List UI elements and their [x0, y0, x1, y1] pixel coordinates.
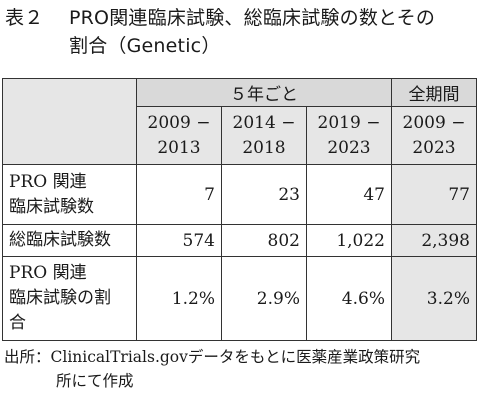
table-cell: 4.6% — [306, 256, 392, 341]
period-start: 2009 − — [147, 112, 211, 133]
table-cell: 7 — [136, 164, 222, 225]
table-number: 表２ — [5, 7, 44, 29]
period-end: 2023 — [412, 137, 456, 158]
period-end: 2013 — [157, 137, 201, 158]
row-label-line: 臨床試験数 — [9, 196, 94, 217]
period-header: 2019 − 2023 — [306, 106, 392, 165]
row-label-line: 臨床試験の割 — [9, 288, 111, 308]
table-row: 総臨床試験数 574 802 1,022 2,398 — [2, 224, 477, 257]
table-cell: 77 — [391, 164, 477, 225]
table-row: PRO 関連臨床試験の割合 1.2% 2.9% 4.6% 3.2% — [2, 256, 477, 341]
table-cell: 2.9% — [221, 256, 307, 341]
row-label-line: PRO 関連 — [9, 263, 87, 283]
table-cell: 1,022 — [306, 224, 392, 257]
period-start: 2014 − — [232, 112, 296, 133]
period-header: 2009 − 2023 — [391, 106, 477, 165]
data-table: ５年ごと 全期間 2009 − 2013 2014 − 2018 2019 − 202… — [2, 78, 477, 341]
group-header-row: ５年ごと 全期間 — [2, 78, 477, 165]
table-cell: 2,398 — [391, 224, 477, 257]
corner-cell — [2, 78, 137, 165]
table-cell: 3.2% — [391, 256, 477, 341]
period-header: 2009 − 2013 — [136, 106, 222, 165]
caption-text-2: 割合（Genetic） — [69, 35, 221, 57]
source-note: 出所：ClinicalTrials.govデータをもとに医薬産業政策研究 所にて… — [4, 345, 496, 393]
row-label: PRO 関連 臨床試験数 — [2, 164, 137, 225]
period-header-row: 2009 −2013 2014 −2018 2019 −2023 2009 −2… — [3, 106, 477, 165]
table-cell: 1.2% — [136, 256, 222, 341]
table-cell: 47 — [306, 164, 392, 225]
row-label: PRO 関連臨床試験の割合 — [2, 256, 137, 341]
source-line-2: 所にて作成 — [56, 372, 134, 390]
table-caption: 表２ PRO関連臨床試験、総臨床試験の数とその 割合（Genetic） — [5, 4, 495, 60]
table-row: PRO 関連 臨床試験数 7 23 47 77 — [2, 164, 477, 225]
header-full-period: 全期間 — [391, 78, 477, 107]
period-header: 2014 − 2018 — [221, 106, 307, 165]
caption-text-1: PRO関連臨床試験、総臨床試験の数とその — [69, 7, 436, 29]
period-end: 2023 — [327, 137, 371, 158]
table-cell: 574 — [136, 224, 222, 257]
period-start: 2019 − — [317, 112, 381, 133]
row-label-line: PRO 関連 — [9, 171, 87, 192]
period-end: 2018 — [242, 137, 286, 158]
row-label: 総臨床試験数 — [2, 224, 137, 257]
period-start: 2009 − — [402, 112, 466, 133]
header-five-year: ５年ごと — [136, 78, 392, 107]
table-cell: 802 — [221, 224, 307, 257]
source-line-1: 出所：ClinicalTrials.govデータをもとに医薬産業政策研究 — [4, 348, 421, 366]
table-cell: 23 — [221, 164, 307, 225]
caption-line-1: 表２ PRO関連臨床試験、総臨床試験の数とその — [5, 4, 495, 32]
row-label-line: 合 — [9, 313, 26, 333]
